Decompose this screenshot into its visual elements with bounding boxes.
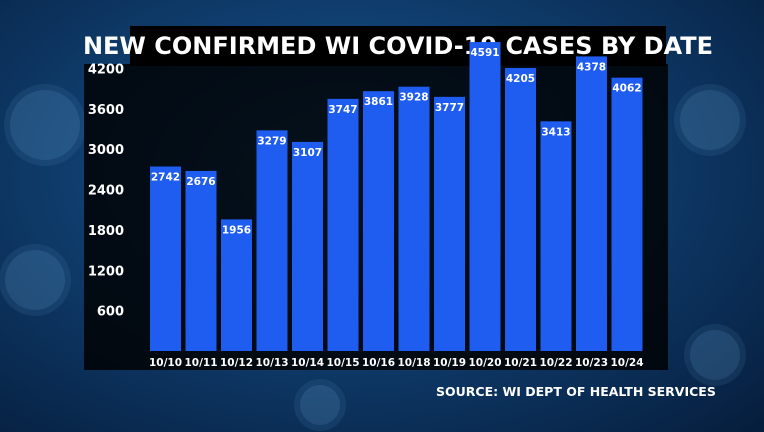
- bar-value-label: 2676: [186, 176, 215, 188]
- y-tick-label: 1800: [88, 224, 124, 239]
- y-tick-label: 3000: [88, 143, 124, 158]
- bar-value-label: 4378: [577, 61, 606, 73]
- bar-10-20: [469, 42, 501, 351]
- chart-title-banner: NEW CONFIRMED WI COVID-19 CASES BY DATE: [83, 26, 713, 66]
- bar-value-label: 3279: [257, 135, 286, 147]
- virus-particle-decoration: [5, 250, 65, 310]
- bar-10-19: [434, 96, 465, 351]
- y-tick-label: 2400: [88, 184, 124, 199]
- bar-10-16: [363, 91, 394, 351]
- bar-10-18: [398, 86, 430, 351]
- bar-value-label: 2742: [151, 171, 180, 183]
- chart-title: NEW CONFIRMED WI COVID-19 CASES BY DATE: [82, 32, 714, 60]
- bar-10-11: [185, 170, 217, 351]
- virus-particle-decoration: [300, 385, 340, 425]
- bar-value-label: 1956: [222, 224, 251, 236]
- y-tick-label: 1200: [88, 264, 124, 279]
- bar-value-label: 3861: [364, 96, 393, 108]
- y-tick-label: 3600: [88, 103, 124, 118]
- bar-value-label: 4205: [506, 73, 535, 85]
- x-tick-label: 10/21: [504, 357, 537, 369]
- virus-particle-decoration: [10, 90, 80, 160]
- x-tick-label: 10/19: [433, 357, 466, 369]
- bar-value-label: 4591: [470, 47, 499, 59]
- bar-value-label: 3928: [399, 92, 428, 104]
- y-axis: 600 1200 1800 2400 3000 3600 4200: [88, 62, 124, 319]
- x-tick-label: 10/15: [326, 357, 359, 369]
- x-tick-label: 10/13: [255, 357, 288, 369]
- bar-value-label: 3413: [541, 126, 570, 138]
- bar-10-10: [150, 166, 181, 351]
- virus-particle-decoration: [680, 90, 740, 150]
- bars-group: 2742 2676 1956 3279 3107 3747 3861 3928 3777 4591…: [150, 42, 643, 351]
- x-tick-label: 10/22: [539, 357, 572, 369]
- bar-value-label: 4062: [612, 83, 641, 95]
- source-caption: SOURCE: WI DEPT OF HEALTH SERVICES: [436, 384, 716, 399]
- x-tick-label: 10/18: [397, 357, 430, 369]
- y-tick-label: 4200: [88, 62, 124, 77]
- bar-10-13: [256, 130, 288, 351]
- bar-value-label: 3107: [293, 147, 322, 159]
- x-tick-label: 10/10: [149, 357, 182, 369]
- bar-value-label: 3777: [435, 102, 464, 114]
- virus-particle-decoration: [690, 330, 740, 380]
- y-tick-label: 600: [97, 305, 124, 320]
- bar-10-21: [505, 68, 536, 351]
- bar-value-label: 3747: [328, 104, 357, 116]
- bar-10-23: [576, 56, 607, 351]
- bar-10-22: [540, 121, 572, 351]
- x-tick-label: 10/20: [468, 357, 501, 369]
- x-tick-label: 10/11: [184, 357, 217, 369]
- x-tick-label: 10/24: [610, 357, 643, 369]
- x-tick-label: 10/23: [575, 357, 608, 369]
- bar-10-15: [327, 98, 359, 351]
- bar-10-12: [221, 219, 252, 351]
- x-tick-label: 10/14: [291, 357, 324, 369]
- x-tick-label: 10/16: [362, 357, 395, 369]
- bar-10-24: [611, 77, 643, 351]
- x-tick-label: 10/12: [220, 357, 253, 369]
- x-axis: 10/10 10/11 10/12 10/13 10/14 10/15 10/16 10/18…: [149, 357, 644, 369]
- bar-10-14: [292, 141, 323, 351]
